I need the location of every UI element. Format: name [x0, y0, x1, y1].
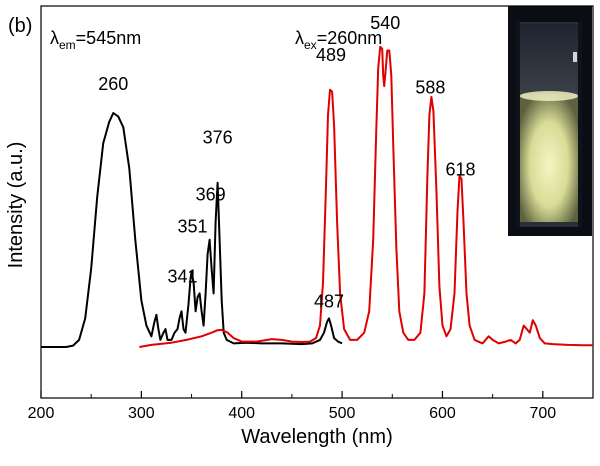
- series-line-excitation: [41, 112, 343, 348]
- inset-photo: [508, 6, 592, 236]
- cuvette-right-wall: [578, 22, 582, 227]
- x-tick-label: 300: [128, 405, 155, 422]
- x-tick-label: 700: [529, 405, 556, 422]
- peak-label: 489: [316, 45, 346, 65]
- excitation-subscript: em: [59, 38, 76, 52]
- peak-labels: 260 341 351 369 376 487 489 540 588 618: [98, 13, 475, 312]
- y-axis-label: Intensity (a.u.): [5, 142, 27, 269]
- peak-label: 588: [415, 77, 445, 97]
- panel-label: (b): [8, 15, 32, 37]
- x-axis: 200 300 400 500 600 700: [28, 391, 594, 422]
- x-tick-label: 400: [228, 405, 255, 422]
- peak-label: 341: [167, 267, 197, 287]
- emission-subscript: ex: [304, 38, 317, 52]
- emission-value: =260nm: [317, 28, 383, 48]
- x-tick-label: 200: [28, 405, 55, 422]
- excitation-symbol: λ: [50, 28, 59, 48]
- peak-label: 618: [445, 160, 475, 180]
- x-tick-label: 600: [429, 405, 456, 422]
- x-axis-label: Wavelength (nm): [241, 426, 393, 448]
- emission-annotation: λex=260nm: [295, 28, 382, 52]
- emission-symbol: λ: [295, 28, 304, 48]
- cuvette-top: [520, 24, 578, 94]
- x-tick-label: 500: [329, 405, 356, 422]
- cuvette-marking: [573, 52, 577, 62]
- series-layer: [41, 45, 593, 348]
- peak-label: 376: [203, 127, 233, 147]
- cuvette-left-wall: [516, 22, 520, 227]
- excitation-annotation: λem=545nm: [50, 28, 141, 52]
- series-line-emission: [139, 45, 593, 348]
- peak-label: 487: [314, 292, 344, 312]
- cuvette-meniscus: [520, 91, 578, 101]
- peak-label: 540: [370, 13, 400, 33]
- peak-label: 351: [178, 217, 208, 237]
- peak-label: 369: [196, 185, 226, 205]
- peak-label: 260: [98, 74, 128, 94]
- excitation-value: =545nm: [76, 28, 142, 48]
- plot-frame: [40, 5, 594, 399]
- cuvette-luminescent-solution: [520, 94, 578, 222]
